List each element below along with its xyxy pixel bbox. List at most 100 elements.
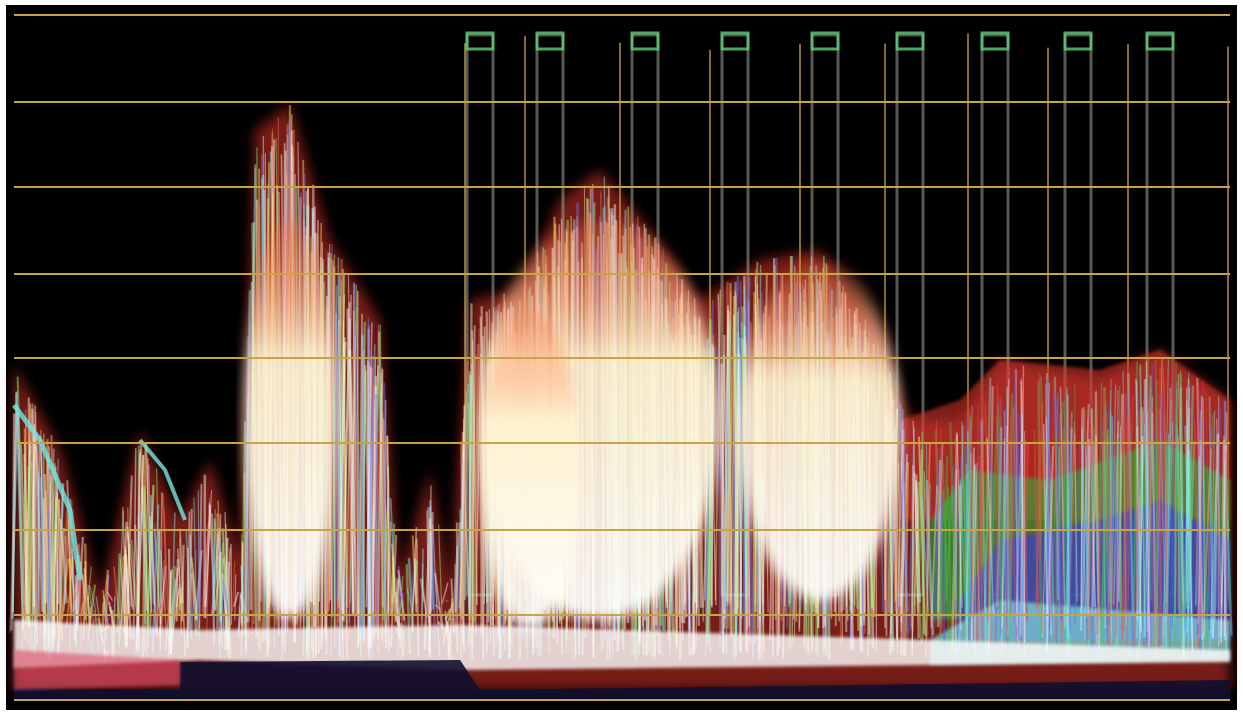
trace-strand [34, 411, 42, 635]
trace-strand [468, 374, 472, 616]
trace-strand [1187, 440, 1196, 616]
trace-strand [1158, 389, 1164, 646]
trace-strand [130, 539, 139, 614]
trace-strand [934, 430, 943, 619]
trace-strand [89, 586, 97, 612]
trace-strand [337, 337, 346, 606]
trace-strand [898, 463, 902, 632]
trace-strand [11, 391, 18, 613]
trace-strand [124, 545, 129, 641]
glow [480, 310, 580, 630]
trace-strand [190, 572, 198, 636]
trace-strand [375, 384, 383, 634]
trace-strand [935, 420, 941, 634]
trace-strand [722, 354, 731, 605]
trace-strand [37, 436, 41, 617]
trace-strand [339, 294, 346, 627]
trace-strand [177, 587, 182, 616]
trace-strand [162, 493, 170, 621]
trace-strand [1180, 372, 1184, 645]
trace-strand [189, 534, 193, 628]
trace-strand [1045, 430, 1053, 618]
trace-strand [1216, 418, 1222, 605]
trace-strand [1162, 422, 1167, 603]
trace-strand [1156, 407, 1164, 649]
trace-strand [1080, 407, 1085, 631]
trace-strand [1109, 390, 1112, 645]
trace-strand [86, 566, 92, 614]
trace-strand [149, 516, 156, 607]
trace-strand [724, 314, 729, 629]
trace-strand [1009, 402, 1016, 615]
trace-strand [1067, 429, 1076, 625]
trace-strand [1006, 387, 1010, 610]
trace-strand [1197, 396, 1203, 624]
trace-strand [1139, 364, 1146, 636]
trace-strand [924, 488, 934, 639]
trace-strand [1064, 411, 1073, 623]
trace-strand [181, 544, 185, 604]
trace-strand [135, 455, 145, 653]
trace-strand [1196, 387, 1204, 635]
trace-strand [1205, 413, 1214, 641]
trace-strand [39, 447, 46, 637]
trace-strand [473, 344, 480, 621]
trace-strand [462, 450, 471, 632]
trace-strand [392, 564, 397, 623]
trace-strand [952, 465, 960, 636]
trace-strand [48, 448, 55, 654]
trace-strand [330, 285, 338, 656]
trace-strand [146, 485, 155, 627]
trace-strand [338, 341, 347, 609]
trace-strand [996, 424, 1003, 610]
trace-strand [16, 412, 25, 631]
trace-strand [24, 424, 28, 639]
trace-strand [42, 498, 47, 604]
trace-strand [964, 405, 973, 643]
trace-strand [144, 458, 149, 653]
trace-strand [910, 427, 915, 627]
trace-strand [1127, 373, 1134, 614]
trace-strand [1115, 432, 1119, 647]
trace-strand [335, 313, 344, 643]
trace-strand [217, 555, 223, 622]
trace-strand [39, 477, 46, 651]
trace-strand [987, 386, 994, 656]
trace-strand [434, 604, 441, 611]
trace-strand [339, 325, 346, 644]
trace-strand [986, 437, 993, 656]
trace-strand [1125, 390, 1135, 656]
trace-strand [460, 360, 469, 640]
trace-strand [1019, 365, 1025, 636]
trace-strand [122, 567, 127, 634]
trace-strand [352, 282, 363, 638]
trace-strand [224, 512, 229, 650]
trace-strand [224, 548, 231, 639]
trace-strand [913, 485, 917, 606]
trace-strand [1118, 385, 1122, 615]
trace-strand [206, 497, 211, 641]
trace-strand [76, 536, 84, 626]
trace-strand [1160, 421, 1164, 620]
trace-strand [163, 510, 167, 611]
trace-strand [900, 460, 909, 612]
trace-strand [925, 442, 929, 612]
pillar-top [630, 31, 660, 51]
trace-strand [1080, 417, 1084, 611]
trace-strand [451, 545, 458, 623]
trace-strand [1225, 413, 1227, 632]
trace-strand [1067, 421, 1075, 626]
trace-strand [959, 479, 968, 640]
trace-strand [1203, 448, 1212, 614]
trace-strand [377, 331, 384, 608]
trace-strand [1081, 403, 1090, 609]
trace-strand [1084, 442, 1090, 648]
trace-strand [159, 492, 163, 651]
trace-strand [961, 421, 969, 660]
trace-strand [391, 523, 396, 603]
trace-strand [726, 305, 733, 638]
trace-strand [1036, 372, 1041, 608]
trace-strand [910, 482, 918, 631]
trace-strand [346, 308, 354, 614]
